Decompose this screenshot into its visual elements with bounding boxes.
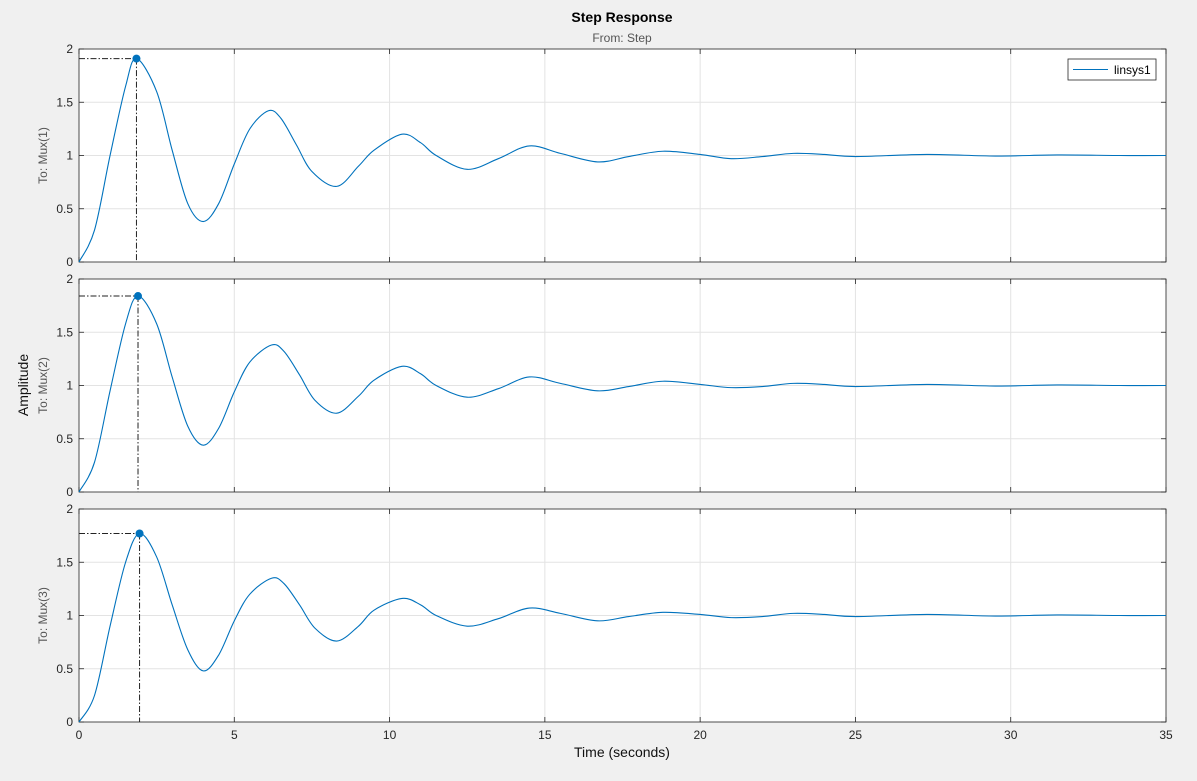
x-tick-label: 20 [693, 728, 707, 742]
y-tick-label: 1.5 [56, 95, 73, 109]
legend-entry: linsys1 [1114, 63, 1151, 77]
legend[interactable]: linsys1 [1067, 58, 1157, 81]
x-axis-label: Time (seconds) [574, 744, 670, 760]
peak-marker[interactable] [132, 54, 141, 63]
y-tick-label: 2 [66, 272, 73, 286]
y-tick-label: 0.5 [56, 202, 73, 216]
y-tick-label: 0.5 [56, 432, 73, 446]
x-tick-label: 5 [231, 728, 238, 742]
legend-box [1067, 58, 1157, 81]
y-axis-label: Amplitude [15, 354, 31, 416]
y-tick-label: 2 [66, 42, 73, 56]
peak-marker[interactable] [135, 529, 144, 538]
series-line-linsys1 [78, 295, 1167, 493]
panel-output-label: To: Mux(3) [36, 587, 50, 644]
y-tick-label: 1 [66, 379, 73, 393]
x-tick-label: 10 [383, 728, 397, 742]
peak-marker[interactable] [134, 292, 143, 301]
series-line-linsys1 [78, 58, 1167, 263]
y-tick-label: 1 [66, 609, 73, 623]
x-tick-label: 0 [76, 728, 83, 742]
x-tick-label: 15 [538, 728, 552, 742]
x-tick-label: 30 [1004, 728, 1018, 742]
y-tick-label: 1 [66, 149, 73, 163]
panel-output-label: To: Mux(2) [36, 357, 50, 414]
y-tick-label: 1.5 [56, 325, 73, 339]
y-tick-label: 0 [66, 715, 73, 729]
y-tick-label: 1.5 [56, 555, 73, 569]
chart-subtitle: From: Step [592, 31, 652, 45]
x-tick-label: 25 [849, 728, 863, 742]
y-tick-label: 0.5 [56, 662, 73, 676]
panel-output-label: To: Mux(1) [36, 127, 50, 184]
subplot-2: 0 0.5 1 1.5 2 To: Mux(2) [36, 272, 1167, 499]
chart-title: Step Response [571, 9, 672, 25]
y-tick-label: 2 [66, 502, 73, 516]
y-tick-label: 0 [66, 255, 73, 269]
series-line-linsys1 [78, 532, 1167, 723]
y-tick-label: 0 [66, 485, 73, 499]
x-tick-label: 35 [1159, 728, 1173, 742]
subplot-1: 0 0.5 1 1.5 2 To: Mux(1) [36, 42, 1167, 269]
